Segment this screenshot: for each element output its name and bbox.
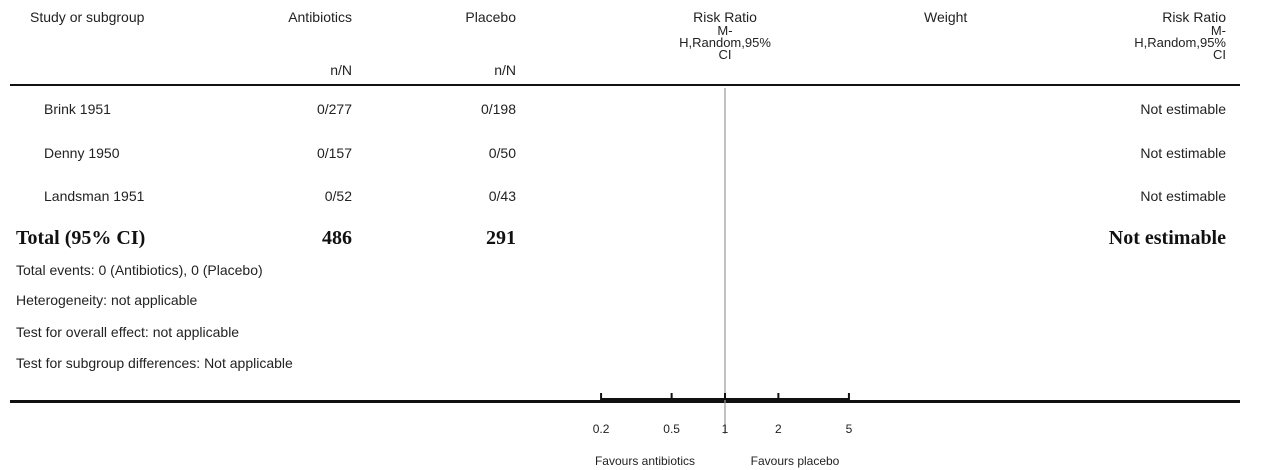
rr-value: Not estimable <box>1140 145 1226 161</box>
tick-label: 0.5 <box>663 422 680 436</box>
tick-label: 5 <box>846 422 853 436</box>
header-placebo: Placebo <box>465 9 516 25</box>
antibiotics-value: 0/277 <box>316 101 352 117</box>
study-name: Brink 1951 <box>44 101 111 117</box>
header-rr2-method-3: CI <box>1213 47 1226 62</box>
header-rr-method-2: H,Random,95% <box>679 35 771 50</box>
rr-value: Not estimable <box>1140 101 1226 117</box>
header-rule <box>10 84 1240 86</box>
antibiotics-value: 0/52 <box>324 188 352 204</box>
header-rr2-label: Risk Ratio <box>1162 9 1226 25</box>
tick-label: 2 <box>775 422 782 436</box>
header-weight: Weight <box>924 9 968 25</box>
heterogeneity-note: Heterogeneity: not applicable <box>16 292 198 308</box>
study-name: Landsman 1951 <box>44 188 145 204</box>
tick-label: 1 <box>722 422 729 436</box>
overall-effect-note: Test for overall effect: not applicable <box>16 324 240 340</box>
header-rr2-method-2: H,Random,95% <box>1134 35 1226 50</box>
placebo-value: 0/198 <box>480 101 516 117</box>
header-placebo-sub: n/N <box>494 62 516 78</box>
header-rr-method-3: CI <box>718 47 732 62</box>
placebo-value: 0/43 <box>488 188 516 204</box>
total-antibiotics: 486 <box>322 227 352 249</box>
header-rr-method-1: M- <box>717 23 733 38</box>
header-risk-ratio-plot: Risk Ratio M- H,Random,95% CI <box>640 9 810 61</box>
favours-antibiotics-label: Favours antibiotics <box>595 454 695 468</box>
bottom-rule <box>10 400 1240 403</box>
total-placebo: 291 <box>486 227 516 249</box>
total-events-note: Total events: 0 (Antibiotics), 0 (Placeb… <box>16 262 263 278</box>
header-risk-ratio-values: Risk Ratio M- H,Random,95% CI <box>1080 9 1226 61</box>
favours-placebo-label: Favours placebo <box>751 454 840 468</box>
study-name: Denny 1950 <box>44 145 120 161</box>
total-label: Total (95% CI) <box>16 227 146 249</box>
placebo-value: 0/50 <box>488 145 516 161</box>
total-rr: Not estimable <box>1108 227 1226 249</box>
header-study: Study or subgroup <box>30 9 145 25</box>
tick-label: 0.2 <box>593 422 610 436</box>
header-antibiotics: Antibiotics <box>288 9 352 25</box>
antibiotics-value: 0/157 <box>316 145 352 161</box>
header-rr-label: Risk Ratio <box>693 9 757 25</box>
header-rr2-method-1: M- <box>1210 23 1226 38</box>
rr-value: Not estimable <box>1140 188 1226 204</box>
header-antibiotics-sub: n/N <box>330 62 352 78</box>
subgroup-differences-note: Test for subgroup differences: Not appli… <box>16 355 293 371</box>
